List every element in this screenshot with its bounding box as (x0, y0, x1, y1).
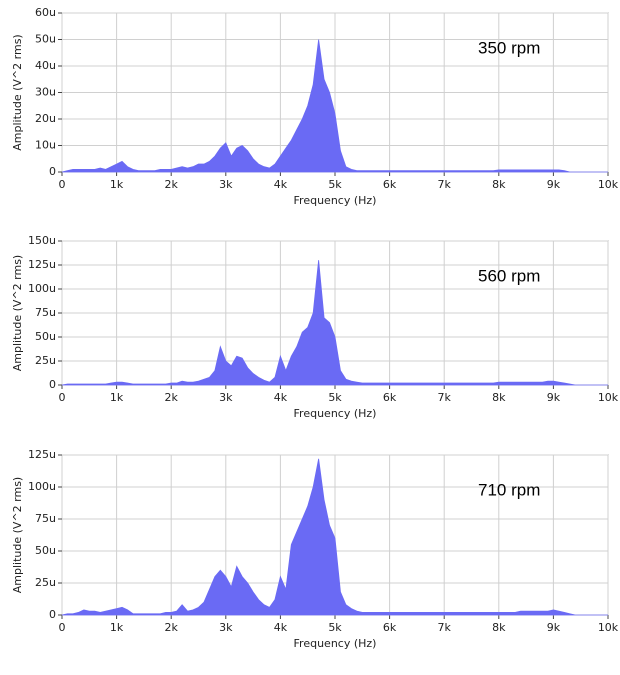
x-tick-label: 0 (59, 621, 66, 634)
x-tick-label: 6k (383, 391, 397, 404)
y-tick-label: 50u (35, 330, 56, 343)
spectrum-area (61, 39, 608, 173)
y-tick-label: 125u (28, 258, 56, 271)
x-tick-label: 1k (110, 391, 124, 404)
x-tick-label: 7k (438, 178, 452, 191)
annotation: 560 rpm (478, 266, 540, 285)
y-axis-title: Amplitude (V^2 rms) (11, 34, 24, 150)
x-tick-label: 2k (165, 178, 179, 191)
annotation: 710 rpm (478, 480, 540, 499)
y-tick-label: 10u (35, 139, 56, 152)
x-tick-label: 10k (598, 391, 619, 404)
x-tick-label: 4k (274, 178, 288, 191)
y-tick-label: 150u (28, 234, 56, 247)
spectrum-area (61, 458, 608, 616)
y-tick-label: 25u (35, 354, 56, 367)
y-tick-label: 50u (35, 33, 56, 46)
y-axis-title: Amplitude (V^2 rms) (11, 477, 24, 593)
y-tick-label: 0 (49, 378, 56, 391)
y-tick-label: 30u (35, 86, 56, 99)
x-tick-label: 0 (59, 391, 66, 404)
x-tick-label: 8k (492, 621, 506, 634)
x-tick-label: 0 (59, 178, 66, 191)
x-tick-label: 3k (219, 391, 233, 404)
y-tick-label: 75u (35, 306, 56, 319)
x-axis-title: Frequency (Hz) (294, 407, 377, 420)
x-tick-label: 5k (328, 391, 342, 404)
x-tick-label: 4k (274, 621, 288, 634)
y-tick-label: 50u (35, 544, 56, 557)
x-tick-label: 6k (383, 178, 397, 191)
y-tick-label: 20u (35, 112, 56, 125)
x-tick-label: 10k (598, 621, 619, 634)
y-tick-label: 0 (49, 608, 56, 621)
x-axis-title: Frequency (Hz) (294, 637, 377, 650)
x-tick-label: 9k (547, 178, 561, 191)
x-tick-label: 7k (438, 621, 452, 634)
x-tick-label: 6k (383, 621, 397, 634)
y-tick-label: 75u (35, 512, 56, 525)
y-tick-label: 60u (35, 6, 56, 19)
x-tick-label: 1k (110, 178, 124, 191)
x-tick-label: 2k (165, 391, 179, 404)
y-tick-label: 25u (35, 576, 56, 589)
x-tick-label: 9k (547, 391, 561, 404)
x-tick-label: 10k (598, 178, 619, 191)
x-tick-label: 4k (274, 391, 288, 404)
y-axis-title: Amplitude (V^2 rms) (11, 255, 24, 371)
annotation: 350 rpm (478, 38, 540, 57)
x-tick-label: 3k (219, 178, 233, 191)
x-axis-title: Frequency (Hz) (294, 194, 377, 207)
x-tick-label: 8k (492, 391, 506, 404)
spectrum-area (61, 260, 608, 386)
x-tick-label: 5k (328, 621, 342, 634)
y-tick-label: 125u (28, 448, 56, 461)
y-tick-label: 40u (35, 59, 56, 72)
x-tick-label: 7k (438, 391, 452, 404)
x-tick-label: 2k (165, 621, 179, 634)
x-tick-label: 9k (547, 621, 561, 634)
x-tick-label: 8k (492, 178, 506, 191)
y-tick-label: 0 (49, 165, 56, 178)
x-tick-label: 5k (328, 178, 342, 191)
y-tick-label: 100u (28, 480, 56, 493)
x-tick-label: 3k (219, 621, 233, 634)
x-tick-label: 1k (110, 621, 124, 634)
y-tick-label: 100u (28, 282, 56, 295)
